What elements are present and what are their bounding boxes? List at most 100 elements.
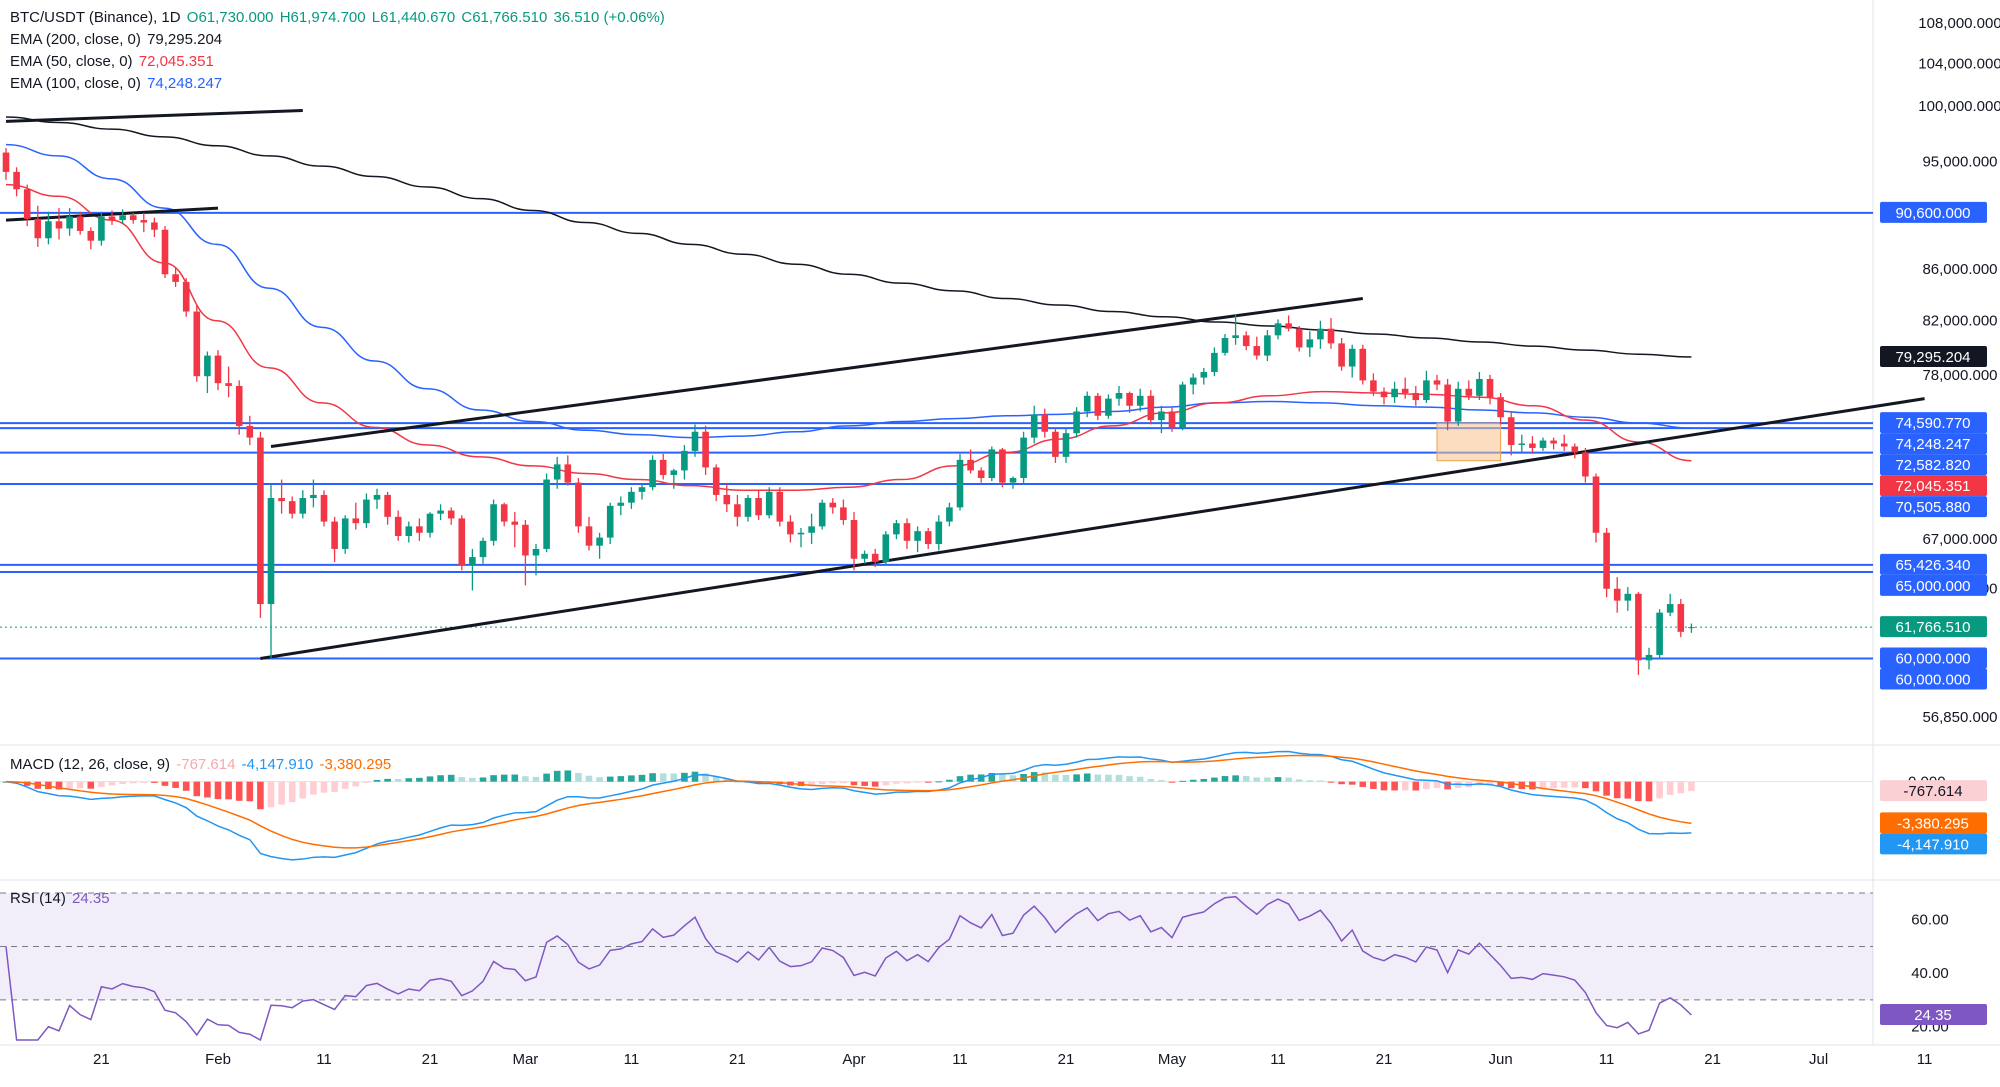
candle-body bbox=[1136, 395, 1144, 406]
candle bbox=[299, 490, 307, 519]
macd-histogram-bar bbox=[1571, 781, 1579, 788]
candle-body bbox=[564, 464, 572, 483]
macd-histogram-bar bbox=[257, 781, 264, 810]
candle-body bbox=[288, 501, 296, 514]
candle-body bbox=[1073, 411, 1080, 434]
macd-histogram-bar bbox=[670, 773, 678, 782]
rsi-axis-badge-bg bbox=[1880, 1004, 1987, 1026]
macd-histogram-bar bbox=[522, 776, 529, 782]
ema100-legend[interactable]: EMA (100, close, 0) 74,248.247 bbox=[10, 75, 224, 92]
candle bbox=[1688, 623, 1695, 633]
candle-body bbox=[1539, 440, 1547, 448]
price-tick-label: 104,000.000 bbox=[1918, 56, 2000, 73]
rsi-legend[interactable]: RSI (14) 24.35 bbox=[10, 890, 112, 907]
candle-body bbox=[1486, 378, 1494, 398]
symbol-legend: BTC/USDT (Binance), 1D O61,730.000 H61,9… bbox=[10, 9, 667, 26]
candle-body bbox=[617, 502, 625, 506]
price-axis-badge: 60,000.000 bbox=[1880, 668, 1987, 690]
price-tick-label: 86,000.000 bbox=[1922, 261, 1997, 278]
candle-body bbox=[278, 498, 285, 502]
macd-histogram-bar bbox=[818, 781, 826, 785]
candle bbox=[172, 267, 179, 287]
macd-histogram-bar bbox=[1560, 781, 1568, 788]
macd-legend[interactable]: MACD (12, 26, close, 9) -767.614 -4,147.… bbox=[10, 756, 393, 773]
candle bbox=[288, 496, 296, 519]
macd-histogram-bar bbox=[903, 781, 911, 784]
candle bbox=[394, 510, 402, 541]
macd-histogram-bar bbox=[490, 775, 497, 782]
macd-histogram-bar bbox=[129, 781, 137, 784]
change-value: 36.510 (+0.06%) bbox=[553, 9, 665, 26]
candle bbox=[1497, 392, 1504, 425]
candle-body bbox=[447, 510, 455, 519]
macd-histogram-bar bbox=[553, 770, 561, 782]
candle-body bbox=[87, 230, 95, 241]
macd-histogram-bar bbox=[299, 781, 307, 799]
ema50-legend[interactable]: EMA (50, close, 0) 72,045.351 bbox=[10, 53, 216, 70]
macd-histogram-bar bbox=[161, 781, 169, 786]
macd-histogram-bar bbox=[288, 781, 296, 803]
candle bbox=[681, 444, 688, 480]
candle-body bbox=[13, 171, 20, 190]
price-axis-badge: 70,505.880 bbox=[1880, 496, 1987, 518]
candle bbox=[871, 548, 879, 567]
macd-histogram-bar bbox=[564, 770, 572, 782]
time-axis-label: 11 bbox=[1599, 1051, 1615, 1068]
macd-histogram-bar bbox=[1401, 781, 1409, 791]
macd-histogram-bar bbox=[384, 778, 391, 782]
trendline bbox=[260, 397, 1925, 661]
macd-histogram-bar bbox=[850, 781, 858, 786]
macd-label: MACD (12, 26, close, 9) bbox=[10, 756, 171, 773]
candle bbox=[776, 487, 784, 527]
macd-histogram-bar bbox=[893, 781, 900, 784]
price-axis-badge-text: 74,248.247 bbox=[1895, 436, 1970, 453]
candle bbox=[469, 548, 476, 591]
ema200-legend[interactable]: EMA (200, close, 0) 79,295.204 bbox=[10, 31, 224, 48]
macd-histogram-bar bbox=[363, 781, 370, 783]
candle-body bbox=[1444, 384, 1451, 422]
candle bbox=[840, 499, 847, 525]
rsi-tick-label: 60.00 bbox=[1911, 912, 1949, 929]
candle bbox=[76, 211, 84, 235]
price-tick-label: 67,000.000 bbox=[1922, 531, 1997, 548]
candle bbox=[405, 521, 413, 543]
price-axis-badge-text: 61,766.510 bbox=[1895, 619, 1970, 636]
candle bbox=[638, 484, 646, 500]
candle bbox=[691, 424, 699, 457]
rsi-value: 24.35 bbox=[72, 890, 110, 907]
candle bbox=[1094, 392, 1102, 421]
candle bbox=[341, 515, 349, 554]
candle-body bbox=[172, 274, 179, 282]
candle-body bbox=[34, 218, 42, 239]
candle-body bbox=[235, 385, 243, 426]
candle bbox=[1507, 411, 1515, 456]
candle bbox=[1423, 370, 1430, 403]
candle-body bbox=[23, 189, 31, 219]
candle-body bbox=[988, 449, 996, 479]
candle-body bbox=[55, 221, 63, 229]
time-axis-label: Feb bbox=[205, 1051, 231, 1068]
price-axis-badge-text: 79,295.204 bbox=[1895, 349, 1970, 366]
price-axis-badge-bg bbox=[1880, 553, 1987, 575]
candle bbox=[543, 473, 550, 553]
candle bbox=[511, 512, 519, 548]
candle bbox=[1529, 436, 1536, 454]
candle bbox=[1412, 385, 1420, 406]
macd-histogram-bar bbox=[246, 781, 254, 802]
candle-body bbox=[299, 498, 307, 514]
candle-body bbox=[882, 534, 890, 563]
price-axis-badge: 61,766.510 bbox=[1880, 616, 1987, 638]
macd-histogram-bar bbox=[1486, 781, 1494, 786]
candle-body bbox=[1115, 392, 1123, 399]
macd-histogram-bar bbox=[532, 776, 540, 782]
candle-body bbox=[1327, 328, 1335, 344]
candle bbox=[829, 498, 837, 514]
candle-body bbox=[861, 553, 868, 559]
macd-histogram-bar bbox=[649, 773, 656, 782]
candle bbox=[946, 502, 953, 527]
candle-body bbox=[1624, 593, 1632, 601]
macd-histogram-bar bbox=[119, 781, 126, 785]
time-axis-label: May bbox=[1158, 1051, 1187, 1068]
candle-body bbox=[151, 222, 158, 230]
